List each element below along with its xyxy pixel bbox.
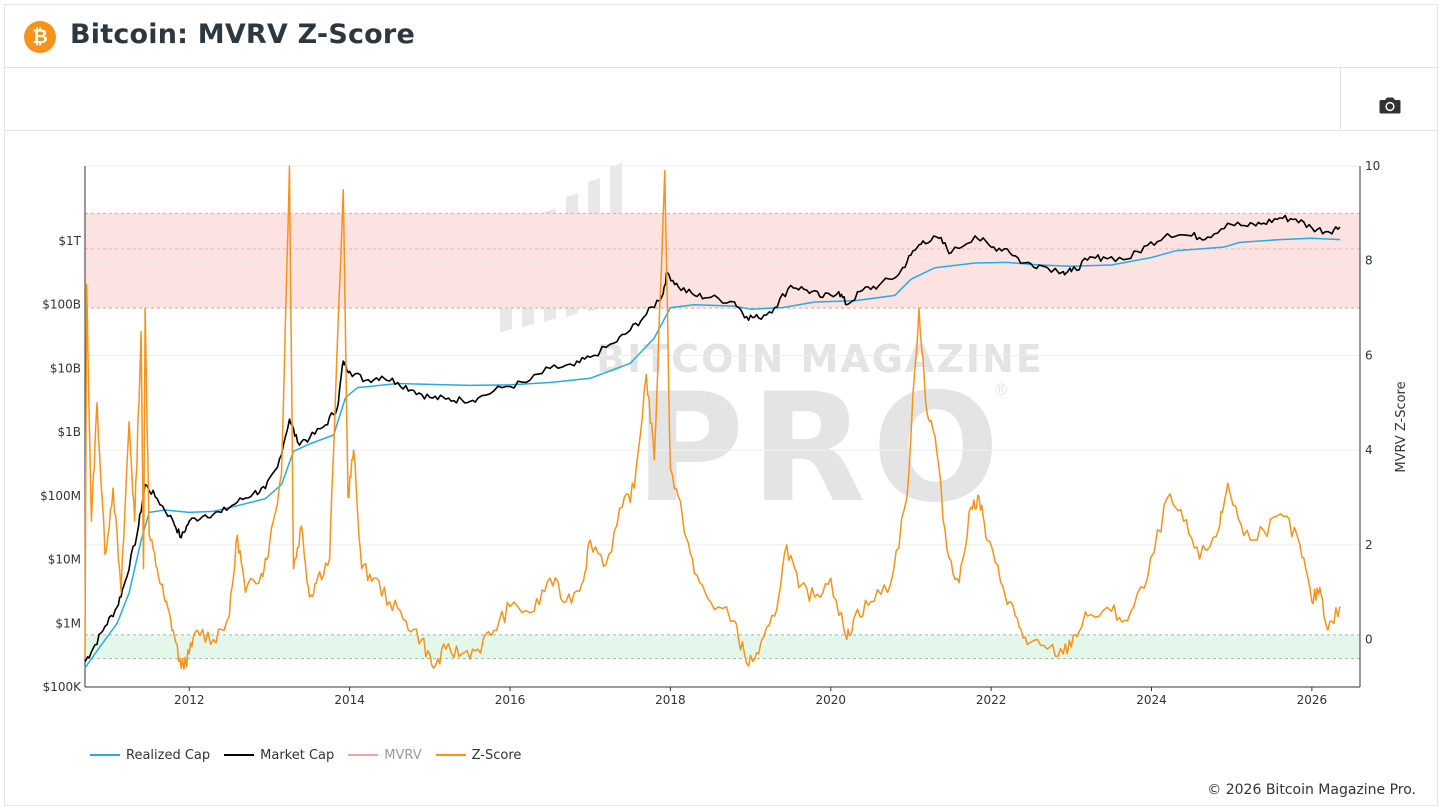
legend-swatch bbox=[435, 754, 466, 756]
watermark-line2: PRO bbox=[635, 362, 1006, 536]
x-tick-label: 2018 bbox=[655, 693, 686, 707]
watermark-line1: BITCOIN MAGAZINE bbox=[596, 337, 1044, 381]
copyright-footer: © 2026 Bitcoin Magazine Pro. bbox=[1207, 782, 1416, 798]
camera-icon[interactable] bbox=[1379, 96, 1401, 114]
bitcoin-logo-icon: ₿ bbox=[24, 21, 56, 53]
legend-swatch bbox=[90, 754, 120, 756]
legend-item-z-score[interactable]: Z-Score bbox=[435, 747, 522, 763]
y-left-tick-label: $100M bbox=[40, 489, 81, 503]
y-right-tick-label: 10 bbox=[1365, 159, 1380, 173]
legend-label: Market Cap bbox=[260, 747, 335, 763]
legend-item-market-cap[interactable]: Market Cap bbox=[224, 748, 334, 763]
x-tick-label: 2022 bbox=[976, 693, 1007, 707]
y-left-tick-label: $10B bbox=[50, 361, 81, 375]
x-tick-label: 2020 bbox=[815, 693, 846, 707]
y-left-tick-label: $100K bbox=[43, 680, 83, 694]
y-right-tick-label: 2 bbox=[1365, 538, 1373, 552]
page-title: Bitcoin: MVRV Z-Score bbox=[70, 19, 415, 50]
y-axis-right-label: MVRV Z-Score bbox=[1394, 381, 1409, 472]
y-right-tick-label: 0 bbox=[1365, 633, 1373, 647]
chart-series bbox=[84, 165, 1341, 671]
legend-item-realized-cap[interactable]: Realized Cap bbox=[90, 748, 210, 763]
watermark-reg: ® bbox=[993, 380, 1009, 399]
legend-swatch bbox=[224, 754, 255, 756]
y-left-tick-label: $100B bbox=[42, 298, 81, 312]
x-tick-label: 2012 bbox=[174, 693, 205, 707]
y-right-tick-label: 4 bbox=[1365, 443, 1373, 457]
y-right-tick-label: 6 bbox=[1365, 348, 1373, 362]
legend-swatch bbox=[348, 754, 379, 756]
legend: Realized Cap Market Cap MVRV Z-Score bbox=[90, 745, 521, 765]
legend-label: MVRV bbox=[384, 747, 422, 763]
x-tick-label: 2014 bbox=[334, 693, 365, 707]
x-tick-label: 2024 bbox=[1136, 693, 1167, 707]
header: ₿ Bitcoin: MVRV Z-Score bbox=[4, 4, 1438, 68]
toolbar-divider bbox=[1340, 68, 1341, 130]
x-tick-label: 2016 bbox=[495, 693, 526, 707]
y-left-tick-label: $10M bbox=[48, 553, 81, 567]
legend-label: Z-Score bbox=[471, 747, 522, 763]
band-undervalued bbox=[85, 634, 1360, 659]
chart-card bbox=[4, 4, 1438, 806]
chart-axes: 0 2 4 6 8 10 $100K $1M $10M $100M $1B $10B $100B $1T 2… bbox=[40, 159, 1380, 707]
y-left-tick-label: $1M bbox=[55, 616, 81, 630]
series-realized-cap bbox=[84, 237, 1341, 669]
y-right-tick-label: 8 bbox=[1365, 254, 1373, 268]
chart-grid bbox=[85, 165, 1360, 641]
toolbar bbox=[4, 68, 1438, 131]
y-left-tick-label: $1B bbox=[57, 425, 81, 439]
series-z-score bbox=[84, 165, 1341, 671]
legend-label: Realized Cap bbox=[126, 747, 211, 763]
legend-item-mvrv[interactable]: MVRV bbox=[348, 747, 422, 763]
y-left-tick-label: $1T bbox=[58, 234, 81, 248]
x-tick-label: 2026 bbox=[1297, 693, 1328, 707]
